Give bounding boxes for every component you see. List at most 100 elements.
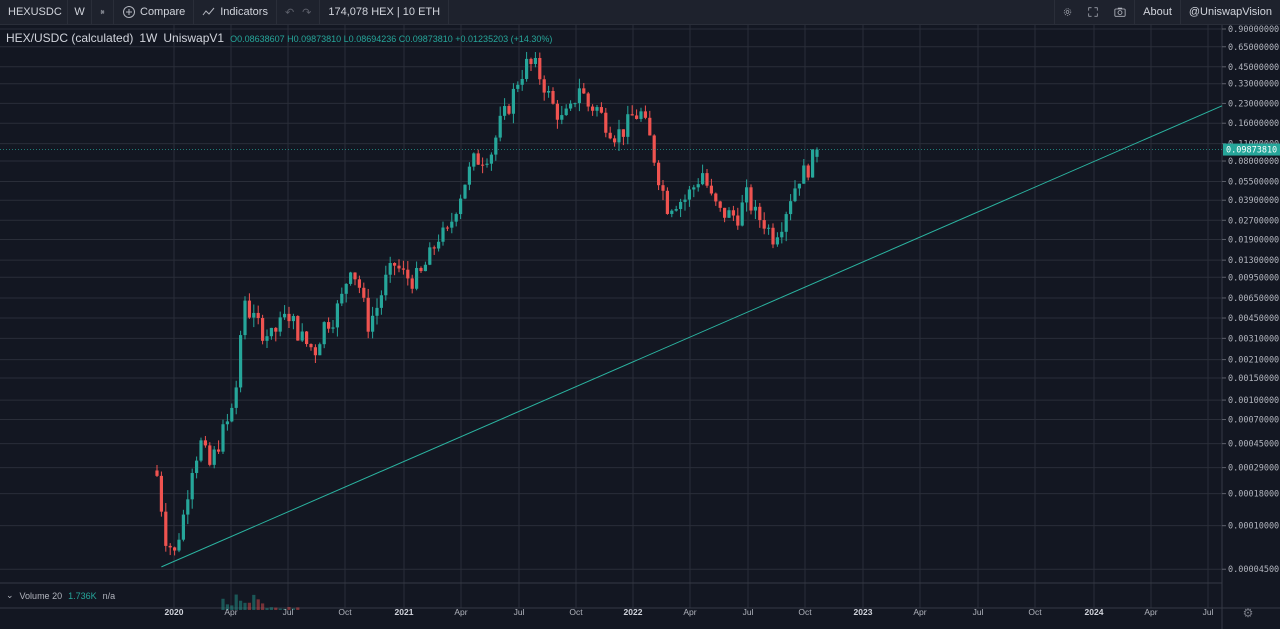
about-link[interactable]: About xyxy=(1134,0,1180,25)
x-tick-label: 2024 xyxy=(1085,607,1104,617)
candle-body xyxy=(538,57,542,80)
account-label: @UniswapVision xyxy=(1188,6,1272,18)
x-tick-label: Apr xyxy=(224,607,237,617)
redo-icon[interactable]: ↷ xyxy=(302,6,312,19)
candle-body xyxy=(401,268,405,270)
y-tick-label: 0.65000000 xyxy=(1228,43,1279,53)
x-tick-label: Jul xyxy=(743,607,754,617)
candle-body xyxy=(683,199,687,202)
candle-body xyxy=(379,295,383,308)
x-tick-label: Jul xyxy=(1203,607,1214,617)
pool-info: 174,078 HEX | 10 ETH xyxy=(320,0,450,25)
candle-body xyxy=(155,470,159,476)
x-tick-label: 2022 xyxy=(624,607,643,617)
pool-info-text: 174,078 HEX | 10 ETH xyxy=(328,6,441,18)
y-tick-label: 0.08000000 xyxy=(1228,157,1279,167)
x-tick-label: Jul xyxy=(514,607,525,617)
candle-body xyxy=(687,189,691,200)
undo-redo-group: ↶ ↷ xyxy=(277,0,321,25)
candle-body xyxy=(252,312,256,318)
y-tick-label: 0.33000000 xyxy=(1228,80,1279,90)
candle-body xyxy=(481,164,485,166)
candle-body xyxy=(758,206,762,221)
y-tick-label: 0.00950000 xyxy=(1228,273,1279,283)
x-tick-label: Jul xyxy=(973,607,984,617)
x-tick-label: Apr xyxy=(683,607,696,617)
legend-interval: 1W xyxy=(139,31,158,45)
volume-bar xyxy=(256,599,260,610)
volume-na: n/a xyxy=(102,590,116,601)
candle-body xyxy=(639,111,643,119)
chart-style-button[interactable] xyxy=(92,0,114,25)
candle-body xyxy=(745,187,749,203)
volume-value: 1.736K xyxy=(68,590,97,601)
indicators-icon xyxy=(202,7,215,16)
candle-body xyxy=(362,287,366,298)
candle-body xyxy=(613,138,617,143)
candle-body xyxy=(234,387,238,408)
interval-button[interactable]: W xyxy=(68,0,92,25)
candle-body xyxy=(551,90,555,104)
volume-bar xyxy=(243,602,247,610)
x-tick-label: 2023 xyxy=(854,607,873,617)
collapse-volume-icon[interactable]: ⌄ xyxy=(6,590,14,600)
x-tick-label: Oct xyxy=(798,607,812,617)
grid-lines xyxy=(0,25,1280,629)
candle-body xyxy=(679,201,683,210)
candle-body xyxy=(657,162,661,186)
candle-body xyxy=(503,106,507,116)
candle-body xyxy=(349,272,353,284)
candle-body xyxy=(771,227,775,245)
candle-body xyxy=(731,210,735,216)
undo-icon[interactable]: ↶ xyxy=(284,6,295,19)
x-tick-label: 2020 xyxy=(165,607,184,617)
candle-body xyxy=(195,460,199,473)
candle-body xyxy=(278,317,282,332)
candle-body xyxy=(265,336,269,341)
candle-body xyxy=(767,227,771,229)
x-tick-label: Apr xyxy=(1144,607,1157,617)
candle-body xyxy=(428,247,432,265)
screenshot-button[interactable] xyxy=(1106,0,1134,25)
axis-settings-gear-icon: ⚙ xyxy=(1243,606,1254,620)
price-chart[interactable]: 0.90000000 0.65000000 0.45000000 0.33000000… xyxy=(0,25,1280,629)
candle-body xyxy=(806,165,810,178)
y-tick-label: 0.00070000 xyxy=(1228,416,1279,426)
settings-button[interactable] xyxy=(1054,0,1080,25)
interval-label: W xyxy=(74,6,85,18)
candle-body xyxy=(740,202,744,226)
candle-body xyxy=(542,79,546,93)
candle-body xyxy=(212,449,216,465)
candle-body xyxy=(463,184,467,199)
candle-body xyxy=(749,187,753,211)
volume-bar xyxy=(287,607,291,610)
candle-body xyxy=(811,149,815,178)
chart-area[interactable]: 0.90000000 0.65000000 0.45000000 0.33000000… xyxy=(0,25,1280,629)
y-tick-label: 0.16000000 xyxy=(1228,119,1279,129)
candle-body xyxy=(173,547,177,551)
candle-body xyxy=(243,300,247,336)
candle-body xyxy=(393,263,397,266)
fullscreen-button[interactable] xyxy=(1080,0,1106,25)
y-tick-label: 0.01900000 xyxy=(1228,235,1279,245)
plus-circle-icon xyxy=(123,6,135,18)
candle-body xyxy=(705,173,709,186)
candle-body xyxy=(599,107,603,113)
candle-body xyxy=(723,207,727,218)
candle-body xyxy=(529,58,533,64)
account-link[interactable]: @UniswapVision xyxy=(1179,0,1280,25)
candle-body xyxy=(701,173,705,185)
candle-body xyxy=(225,421,229,425)
indicators-button[interactable]: Indicators xyxy=(194,0,277,25)
candle-body xyxy=(164,511,168,546)
candle-body xyxy=(586,93,590,107)
x-tick-label: Oct xyxy=(1028,607,1042,617)
compare-button[interactable]: Compare xyxy=(114,0,195,25)
candle-body xyxy=(762,220,766,229)
legend-ohlc: O0.08638607 H0.09873810 L0.08694236 C0.0… xyxy=(230,34,553,44)
current-price-label: 0.09873810 xyxy=(1226,146,1277,156)
candle-body xyxy=(696,184,700,188)
y-tick-label: 0.23000000 xyxy=(1228,99,1279,109)
symbol-search[interactable]: HEXUSDC xyxy=(0,0,68,25)
volume-bar xyxy=(252,594,256,610)
